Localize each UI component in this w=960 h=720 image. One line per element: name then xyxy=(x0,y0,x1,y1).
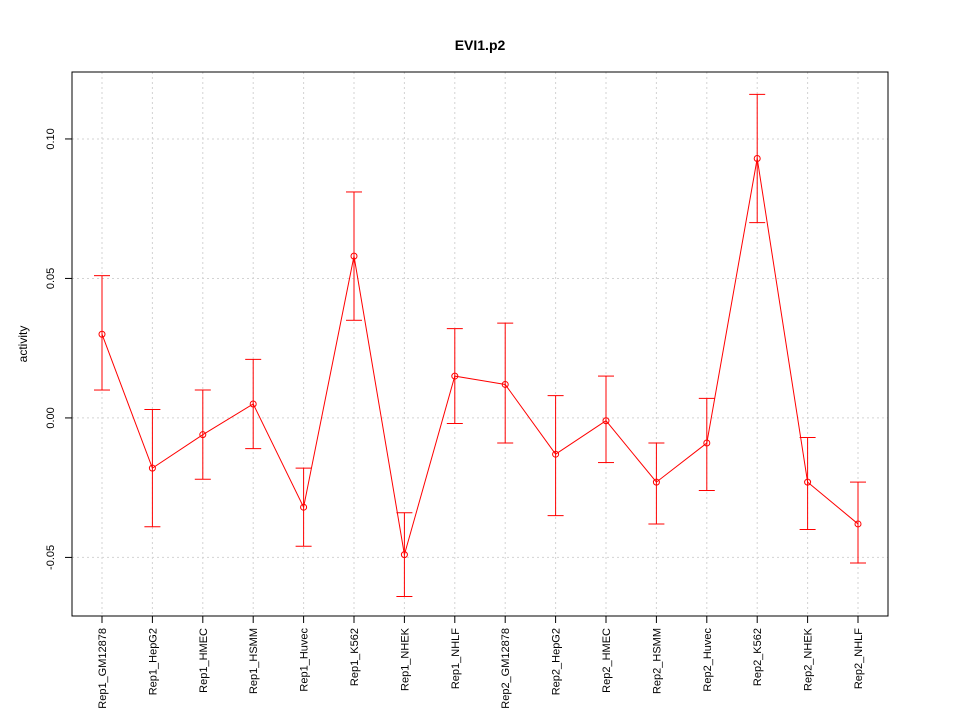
grid xyxy=(72,72,888,616)
data-point xyxy=(400,551,408,559)
data-series xyxy=(94,93,866,597)
data-point xyxy=(300,503,308,511)
y-tick-label: 0.05 xyxy=(45,268,57,289)
data-point xyxy=(602,417,610,425)
data-point xyxy=(703,439,711,447)
data-point xyxy=(854,520,862,528)
x-tick-label: Rep2_GM12878 xyxy=(500,628,512,709)
plot-frame xyxy=(71,71,889,617)
x-tick-label: Rep2_NHEK xyxy=(803,627,815,691)
x-tick-label: Rep1_NHEK xyxy=(399,627,411,691)
chart-title: EVI1.p2 xyxy=(455,37,506,53)
data-point xyxy=(98,330,106,338)
series-line xyxy=(101,158,859,555)
x-tick-label: Rep1_NHLF xyxy=(450,628,462,689)
x-tick-label: Rep1_HMEC xyxy=(198,628,210,693)
x-tick-label: Rep1_K562 xyxy=(349,628,361,686)
data-point xyxy=(199,431,207,439)
data-point xyxy=(652,478,660,486)
data-point xyxy=(552,450,560,458)
x-tick-label: Rep1_GM12878 xyxy=(97,628,109,709)
y-tick-label: 0.10 xyxy=(45,128,57,149)
data-point xyxy=(451,372,459,380)
x-tick-label: Rep1_HepG2 xyxy=(147,628,159,695)
data-point xyxy=(350,252,358,260)
y-tick-label: 0.00 xyxy=(45,407,57,428)
data-point xyxy=(148,464,156,472)
x-tick-label: Rep2_Huvec xyxy=(702,628,714,692)
x-tick-label: Rep2_HSMM xyxy=(651,628,663,694)
x-tick-label: Rep1_Huvec xyxy=(299,628,311,692)
data-point xyxy=(501,380,509,388)
x-tick-label: Rep2_K562 xyxy=(752,628,764,686)
x-tick-label: Rep2_NHLF xyxy=(853,628,865,689)
x-tick-label: Rep1_HSMM xyxy=(248,628,260,694)
y-axis-label: activity xyxy=(16,326,30,363)
axes: -0.05 0.00 0.05 0.10 Rep1_GM12878 Rep1_HepG2 R… xyxy=(45,128,865,708)
data-point xyxy=(804,478,812,486)
x-tick-label: Rep2_HMEC xyxy=(601,628,613,693)
data-point xyxy=(753,154,761,162)
y-tick-label: -0.05 xyxy=(45,545,57,570)
x-tick-label: Rep2_HepG2 xyxy=(551,628,563,695)
data-point xyxy=(249,400,257,408)
